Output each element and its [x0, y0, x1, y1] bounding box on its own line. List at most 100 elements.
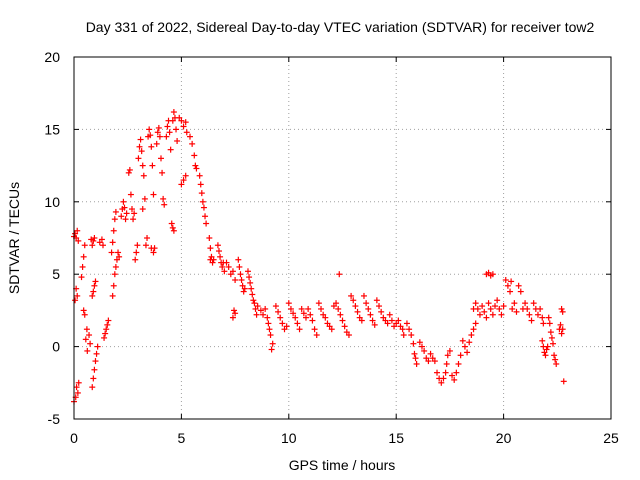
data-point — [112, 208, 119, 215]
data-point — [192, 162, 199, 169]
data-point — [528, 317, 535, 324]
data-point — [207, 245, 214, 252]
data-point — [315, 300, 322, 307]
data-point — [197, 181, 204, 188]
data-point — [411, 350, 418, 357]
data-point — [104, 321, 111, 328]
data-point — [292, 314, 299, 321]
data-point — [537, 305, 544, 312]
data-point — [173, 126, 180, 133]
data-point — [257, 307, 264, 314]
data-point — [235, 256, 242, 263]
data-point — [539, 337, 546, 344]
data-point — [79, 263, 86, 270]
data-point — [142, 242, 149, 249]
data-point — [92, 358, 99, 365]
data-point — [148, 143, 155, 150]
data-point — [81, 242, 88, 249]
data-point — [376, 303, 383, 310]
data-point — [202, 213, 209, 220]
data-point — [164, 123, 171, 130]
data-point — [546, 320, 553, 327]
data-point — [253, 311, 260, 318]
data-point — [384, 320, 391, 327]
data-point — [75, 379, 82, 386]
data-point — [476, 311, 483, 318]
data-point — [378, 308, 385, 315]
data-point — [305, 305, 312, 312]
data-point — [116, 253, 123, 260]
x-axis-label: GPS time / hours — [289, 457, 396, 473]
data-point — [440, 375, 447, 382]
data-point — [122, 216, 129, 223]
data-point — [298, 305, 305, 312]
data-point — [91, 282, 98, 289]
data-point — [166, 129, 173, 136]
data-point — [90, 375, 97, 382]
data-point — [125, 169, 132, 176]
data-point — [279, 320, 286, 327]
data-point — [455, 360, 462, 367]
data-point — [545, 314, 552, 321]
data-point — [294, 320, 301, 327]
data-point — [386, 311, 393, 318]
data-point — [285, 300, 292, 307]
data-point — [127, 191, 134, 198]
data-point — [231, 307, 238, 314]
data-point — [225, 263, 232, 270]
data-point — [217, 253, 224, 260]
data-point — [157, 155, 164, 162]
y-tick-labels: -5 0 5 10 15 20 — [44, 49, 60, 427]
data-point — [526, 311, 533, 318]
data-point — [481, 308, 488, 315]
data-point — [446, 347, 453, 354]
data-point — [269, 340, 276, 347]
data-point — [196, 172, 203, 179]
data-point — [101, 334, 108, 341]
data-point — [111, 271, 118, 278]
data-point — [139, 162, 146, 169]
data-point — [232, 310, 239, 317]
data-point — [108, 249, 115, 256]
data-point — [403, 320, 410, 327]
data-point — [267, 332, 274, 339]
data-point — [146, 126, 153, 133]
data-point — [468, 332, 475, 339]
data-point — [318, 305, 325, 312]
data-point — [470, 326, 477, 333]
data-point — [89, 242, 96, 249]
data-point — [290, 310, 297, 317]
data-point — [111, 216, 118, 223]
data-point — [421, 347, 428, 354]
data-point — [479, 303, 486, 310]
data-point — [254, 303, 261, 310]
data-point — [348, 292, 355, 299]
data-point — [558, 305, 565, 312]
data-point — [72, 297, 79, 304]
data-point — [369, 317, 376, 324]
y-tick-label: 15 — [44, 121, 60, 137]
data-point — [504, 282, 511, 289]
data-point — [131, 210, 138, 217]
data-point — [489, 311, 496, 318]
data-point — [156, 133, 163, 140]
data-point — [215, 248, 222, 255]
data-point — [147, 132, 154, 139]
data-point — [485, 300, 492, 307]
data-point — [260, 311, 267, 318]
data-point — [121, 204, 128, 211]
data-point — [186, 133, 193, 140]
data-point — [81, 311, 88, 318]
x-tick-label: 15 — [388, 430, 404, 446]
data-point — [126, 166, 133, 173]
data-point — [333, 300, 340, 307]
data-point — [511, 300, 518, 307]
data-point — [416, 339, 423, 346]
data-point — [150, 249, 157, 256]
data-point — [236, 263, 243, 270]
data-point — [74, 389, 81, 396]
data-point — [105, 317, 112, 324]
data-point — [140, 172, 147, 179]
data-point — [264, 314, 271, 321]
data-point — [214, 242, 221, 249]
